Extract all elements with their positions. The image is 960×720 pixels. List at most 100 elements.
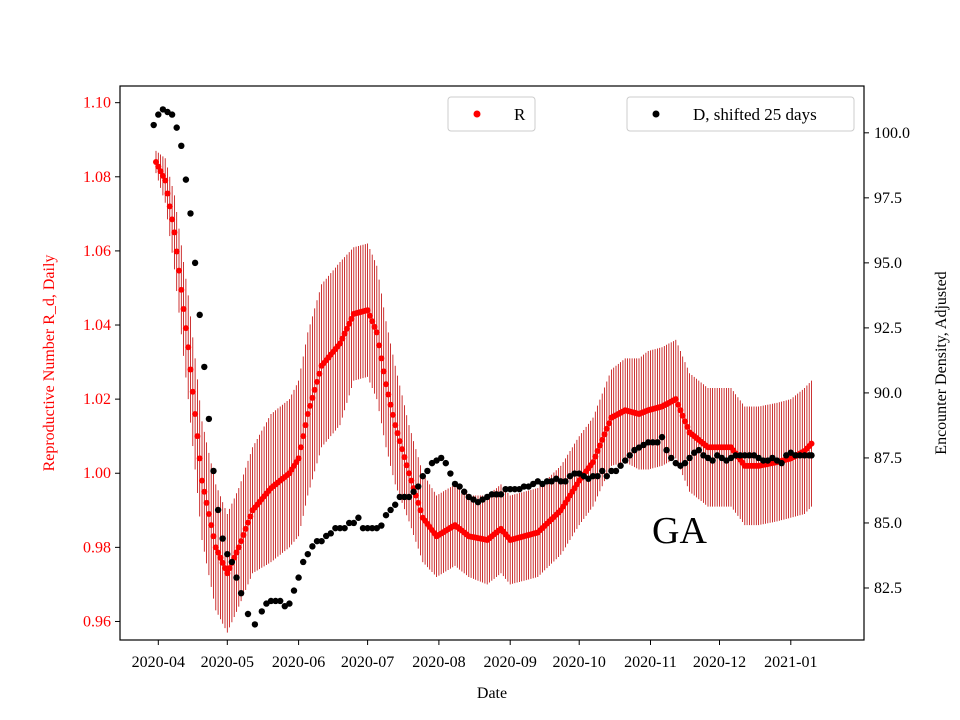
r-point bbox=[162, 177, 169, 184]
r-point bbox=[316, 370, 323, 377]
r-point bbox=[385, 391, 392, 398]
d-point bbox=[304, 550, 311, 558]
d-point bbox=[182, 176, 190, 183]
r-point bbox=[677, 407, 684, 414]
r-point bbox=[682, 418, 688, 425]
right-tick-label: 95.0 bbox=[874, 255, 902, 272]
x-tick-label: 2020-12 bbox=[693, 654, 746, 671]
d-point bbox=[447, 470, 454, 477]
r-point bbox=[417, 507, 424, 514]
r-series bbox=[153, 158, 815, 577]
d-point bbox=[201, 363, 208, 371]
legend-r-label: R bbox=[514, 105, 526, 124]
d-point bbox=[251, 621, 259, 628]
d-point bbox=[277, 597, 284, 605]
r-point bbox=[201, 488, 208, 495]
right-tick-label: 100.0 bbox=[874, 125, 910, 142]
r-point bbox=[337, 340, 343, 347]
r-point bbox=[376, 342, 383, 349]
r-point bbox=[396, 438, 403, 445]
d-point bbox=[543, 478, 551, 485]
d-point bbox=[617, 462, 624, 469]
r-point bbox=[224, 570, 231, 577]
r-point bbox=[242, 525, 249, 532]
plot-frame bbox=[119, 85, 865, 641]
d-point bbox=[488, 491, 495, 498]
d-point bbox=[272, 597, 279, 605]
d-point bbox=[309, 543, 316, 550]
r-point bbox=[297, 444, 304, 451]
r-point bbox=[679, 412, 686, 419]
x-axis-ticks: 2020-04 2020-05 2020-06 2020-07 2020-08 2020-… bbox=[132, 640, 817, 671]
r-point bbox=[383, 381, 389, 388]
r-point bbox=[399, 446, 406, 453]
r-point bbox=[295, 455, 302, 462]
d-point bbox=[622, 457, 629, 464]
d-point bbox=[355, 514, 362, 521]
d-point bbox=[654, 439, 661, 446]
d-point bbox=[737, 452, 744, 459]
legend-d: D, shifted 25 days bbox=[626, 96, 855, 132]
r-point bbox=[684, 423, 691, 430]
d-point bbox=[173, 124, 180, 131]
r-point bbox=[592, 453, 599, 460]
r-point bbox=[212, 544, 219, 551]
r-point bbox=[590, 459, 596, 466]
d-point bbox=[571, 470, 578, 477]
r-point bbox=[157, 168, 164, 175]
d-point bbox=[502, 485, 509, 493]
r-point bbox=[185, 344, 192, 351]
d-point bbox=[808, 452, 815, 459]
r-point bbox=[341, 330, 348, 337]
r-point bbox=[596, 442, 603, 449]
r-point bbox=[235, 544, 242, 551]
x-tick-label: 2021-01 bbox=[764, 654, 817, 671]
d-point bbox=[507, 485, 514, 493]
d-point bbox=[155, 111, 162, 118]
r-point bbox=[389, 411, 396, 418]
d-point bbox=[594, 472, 601, 480]
d-point bbox=[359, 524, 367, 532]
d-point bbox=[405, 493, 413, 501]
r-point bbox=[300, 433, 307, 440]
d-point bbox=[350, 519, 357, 527]
legend-d-frame bbox=[626, 96, 855, 132]
left-tick-label: 0.98 bbox=[83, 539, 111, 556]
right-axis-ticks: 82.5 85.0 87.5 90.0 92.5 95.0 97.5 100.0 bbox=[864, 125, 910, 597]
r-point bbox=[215, 549, 222, 556]
r-point bbox=[247, 513, 254, 520]
d-point bbox=[645, 439, 652, 446]
d-point bbox=[557, 478, 564, 485]
r-point bbox=[180, 305, 187, 312]
r-point bbox=[173, 248, 180, 255]
d-point bbox=[695, 446, 702, 454]
d-point bbox=[658, 433, 666, 441]
r-point bbox=[415, 499, 422, 506]
left-tick-label: 1.06 bbox=[83, 243, 111, 260]
d-point bbox=[327, 530, 334, 537]
d-point bbox=[415, 483, 422, 490]
region-annotation: GA bbox=[652, 510, 707, 552]
d-point bbox=[801, 452, 808, 459]
d-point bbox=[295, 574, 302, 581]
left-tick-label: 1.08 bbox=[83, 169, 111, 186]
d-point bbox=[760, 457, 767, 464]
r-point bbox=[401, 454, 408, 461]
d-point bbox=[341, 524, 348, 532]
x-tick-label: 2020-05 bbox=[201, 654, 254, 671]
left-axis-label: Reproductive Number R_d, Daily bbox=[41, 255, 58, 472]
r-point bbox=[371, 323, 378, 330]
d-point bbox=[318, 537, 325, 545]
d-point bbox=[456, 483, 463, 490]
d-point bbox=[286, 600, 293, 607]
r-point bbox=[240, 532, 247, 539]
d-point bbox=[364, 524, 371, 532]
right-tick-label: 90.0 bbox=[874, 385, 902, 402]
r-point bbox=[153, 158, 159, 165]
r-point bbox=[309, 394, 316, 401]
d-point bbox=[224, 550, 231, 558]
r-point bbox=[594, 448, 601, 455]
d-point bbox=[168, 111, 176, 118]
r-point bbox=[408, 477, 415, 484]
d-point bbox=[346, 519, 353, 527]
